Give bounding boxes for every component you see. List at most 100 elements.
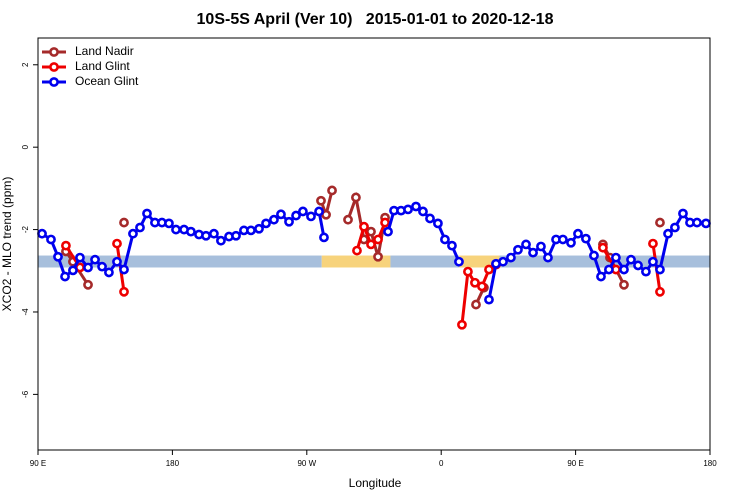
- point: [543, 252, 553, 263]
- point: [327, 185, 337, 196]
- point: [112, 256, 122, 267]
- point: [670, 222, 680, 233]
- x-tick-label: 90 W: [297, 459, 316, 468]
- point: [528, 247, 538, 258]
- point: [97, 261, 107, 272]
- legend-label: Land Glint: [75, 59, 130, 73]
- point: [209, 228, 219, 239]
- point: [655, 264, 665, 275]
- point: [470, 277, 480, 288]
- point: [142, 208, 152, 219]
- point: [284, 216, 294, 227]
- point: [655, 286, 665, 297]
- point: [440, 234, 450, 245]
- point: [484, 294, 494, 305]
- point: [171, 224, 181, 235]
- point: [701, 218, 711, 229]
- point: [366, 239, 376, 250]
- plot-frame: [37, 37, 711, 451]
- point: [53, 251, 63, 262]
- surface-band: [499, 255, 710, 268]
- point: [359, 221, 369, 232]
- point: [128, 228, 138, 239]
- point: [626, 254, 636, 265]
- point: [604, 264, 614, 275]
- point: [83, 279, 93, 290]
- x-tick-label: 0: [439, 459, 444, 468]
- point: [261, 218, 271, 229]
- y-tick-label: 2: [21, 62, 30, 67]
- legend-marker: [49, 77, 59, 87]
- point: [201, 230, 211, 241]
- point: [135, 222, 145, 233]
- point: [119, 217, 129, 228]
- point: [119, 264, 129, 275]
- point: [298, 206, 308, 217]
- point: [46, 234, 56, 245]
- point: [633, 260, 643, 271]
- point: [536, 241, 546, 252]
- legend-marker: [49, 47, 59, 57]
- point: [619, 279, 629, 290]
- point: [418, 206, 428, 217]
- point: [68, 265, 78, 276]
- point: [454, 256, 464, 267]
- point: [641, 266, 651, 277]
- point: [447, 240, 457, 251]
- legend-label: Ocean Glint: [75, 74, 139, 88]
- point: [306, 211, 316, 222]
- point: [254, 223, 264, 234]
- surface-band: [38, 255, 322, 268]
- point: [352, 245, 362, 256]
- point: [119, 286, 129, 297]
- surface-band: [321, 255, 391, 268]
- point: [521, 239, 531, 250]
- x-tick-label: 180: [703, 459, 717, 468]
- point: [316, 195, 326, 206]
- point: [269, 214, 279, 225]
- point: [276, 209, 286, 220]
- legend-marker: [49, 62, 59, 72]
- point: [648, 256, 658, 267]
- point: [231, 230, 241, 241]
- x-tick-label: 90 E: [567, 459, 583, 468]
- point: [291, 210, 301, 221]
- point: [611, 252, 621, 263]
- point: [186, 226, 196, 237]
- point: [566, 237, 576, 248]
- point: [457, 319, 467, 330]
- point: [403, 204, 413, 215]
- surface-band: [459, 255, 500, 268]
- point: [433, 218, 443, 229]
- point: [75, 252, 85, 263]
- point: [596, 271, 606, 282]
- point: [573, 228, 583, 239]
- point: [598, 242, 608, 253]
- point: [471, 299, 481, 310]
- point: [425, 213, 435, 224]
- point: [506, 252, 516, 263]
- point: [319, 232, 329, 243]
- chart-title: 10S-5S April (Ver 10) 2015-01-01 to 2020…: [197, 11, 554, 28]
- x-axis-label: Longitude: [349, 476, 402, 490]
- point: [83, 262, 93, 273]
- point: [246, 225, 256, 236]
- x-tick-label: 180: [166, 459, 180, 468]
- point: [498, 256, 508, 267]
- point: [663, 228, 673, 239]
- point: [383, 226, 393, 237]
- y-axis-label: XCO2 - MLO trend (ppm): [0, 177, 14, 312]
- point: [678, 208, 688, 219]
- point: [314, 206, 324, 217]
- point: [513, 244, 523, 255]
- point: [380, 217, 390, 228]
- point: [164, 218, 174, 229]
- y-tick-label: -2: [21, 225, 30, 233]
- x-tick-label: 90 E: [30, 459, 46, 468]
- y-tick-label: -4: [21, 308, 30, 316]
- y-tick-label: 0: [21, 144, 30, 149]
- point: [216, 235, 226, 246]
- surface-band: [390, 255, 460, 268]
- point: [104, 267, 114, 278]
